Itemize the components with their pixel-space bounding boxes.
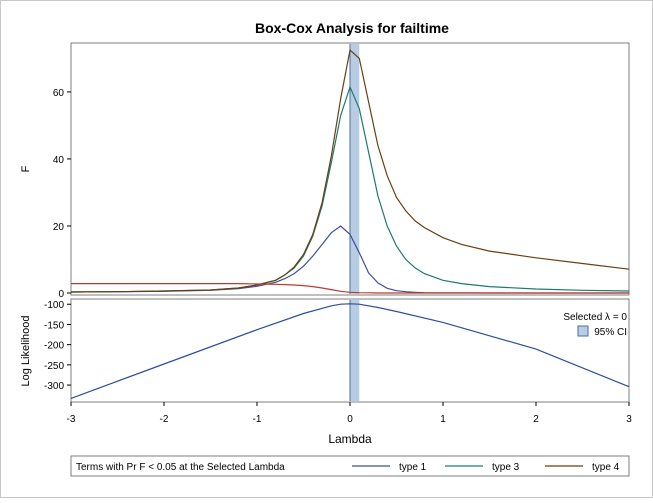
bottom-line-series-1 xyxy=(70,303,630,399)
ci-legend-label: 95% CI xyxy=(594,327,627,338)
bottom-y-tick-label: -200 xyxy=(44,341,64,352)
legend-label-type-4: type 4 xyxy=(592,462,620,473)
x-tick-label: 2 xyxy=(533,414,539,425)
top-selected-band-group xyxy=(349,44,360,294)
top-line-series-4 xyxy=(71,283,629,294)
legend-bar-title: Terms with Pr F < 0.05 at the Selected L… xyxy=(76,462,285,473)
legend-label-type-1: type 1 xyxy=(399,462,427,473)
ci-legend-swatch xyxy=(577,325,589,337)
bottom-y-tick-label: -150 xyxy=(44,320,64,331)
bottom-y-tick-label: -100 xyxy=(44,300,64,311)
top-y-tick-label: 60 xyxy=(53,88,65,99)
x-tick-label: -1 xyxy=(253,414,262,425)
x-axis: -3 -2 -1 0 1 2 3 xyxy=(67,402,632,425)
legend-bar xyxy=(70,455,630,477)
top-y-axis-label: F xyxy=(20,165,32,172)
x-tick-label: 0 xyxy=(347,414,353,425)
top-series-group xyxy=(70,48,630,294)
selected-lambda-label: Selected λ = 0 xyxy=(563,312,627,323)
bottom-y-axis: -100 -150 -200 -250 -300 xyxy=(44,300,71,392)
bottom-series-group xyxy=(70,303,630,399)
x-tick-label: 1 xyxy=(440,414,446,425)
bottom-selected-band-group xyxy=(349,300,360,401)
legend-items: type 1 type 3 type 4 xyxy=(352,462,620,473)
top-line-type-4 xyxy=(70,48,630,293)
x-tick-label: -3 xyxy=(67,414,76,425)
bottom-y-axis-label: Log Likelihood xyxy=(20,316,32,387)
top-ci-band xyxy=(350,44,360,294)
x-axis-label: Lambda xyxy=(328,432,372,446)
top-y-axis: 0 20 40 60 xyxy=(53,88,71,300)
top-y-tick-label: 20 xyxy=(53,222,65,233)
top-y-tick-label: 0 xyxy=(58,289,64,300)
bottom-y-tick-label: -250 xyxy=(44,361,64,372)
top-y-tick-label: 40 xyxy=(53,155,65,166)
bottom-y-tick-label: -300 xyxy=(44,381,64,392)
legend-label-type-3: type 3 xyxy=(492,462,520,473)
bottom-ci-band xyxy=(350,300,360,401)
chart-title: Box-Cox Analysis for failtime xyxy=(255,20,449,36)
x-tick-label: -2 xyxy=(160,414,169,425)
x-tick-label: 3 xyxy=(626,414,632,425)
